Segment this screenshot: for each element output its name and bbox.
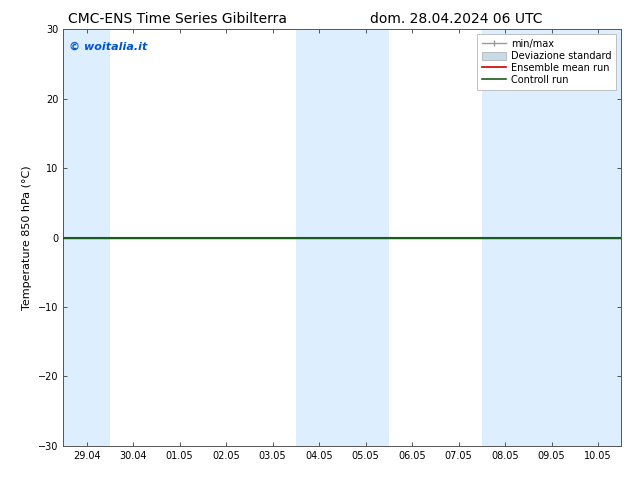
Bar <box>482 29 621 446</box>
Legend: min/max, Deviazione standard, Ensemble mean run, Controll run: min/max, Deviazione standard, Ensemble m… <box>477 34 616 90</box>
Bar <box>296 29 389 446</box>
Text: © woitalia.it: © woitalia.it <box>69 42 147 52</box>
Bar <box>63 29 110 446</box>
Text: dom. 28.04.2024 06 UTC: dom. 28.04.2024 06 UTC <box>370 12 543 26</box>
Text: CMC-ENS Time Series Gibilterra: CMC-ENS Time Series Gibilterra <box>68 12 287 26</box>
Y-axis label: Temperature 850 hPa (°C): Temperature 850 hPa (°C) <box>22 165 32 310</box>
